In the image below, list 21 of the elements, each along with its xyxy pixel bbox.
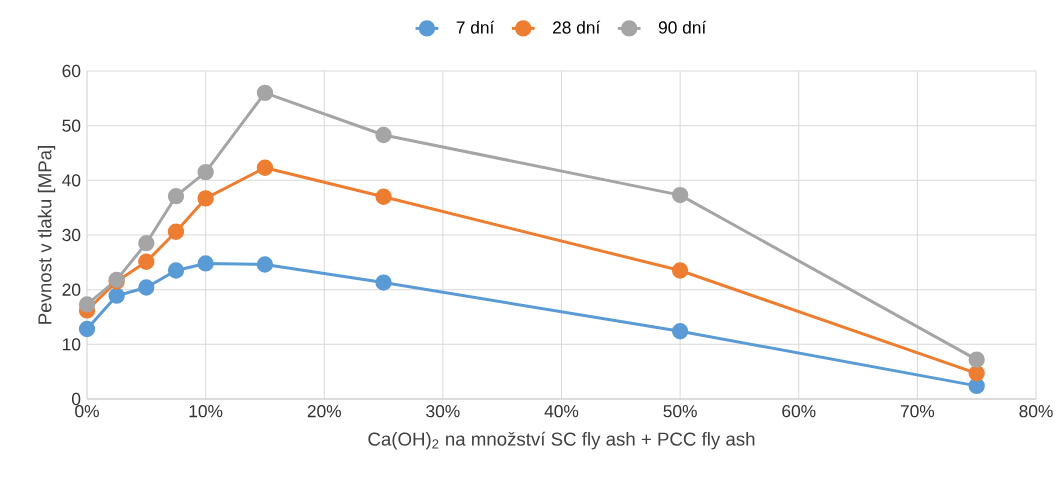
x-tick-label: 70% [900, 405, 935, 418]
x-tick-label: 80% [1019, 405, 1053, 418]
x-tick-label: 0% [75, 405, 99, 418]
y-tick-label: 20 [62, 283, 81, 296]
legend-label: 7 dní [456, 20, 495, 34]
legend-label: 90 dní [658, 20, 707, 34]
y-tick-label: 30 [62, 228, 81, 242]
y-tick-label: 40 [62, 174, 81, 187]
x-tick-label: 40% [544, 405, 579, 418]
legend-label: 28 dní [553, 20, 601, 34]
y-tick-label: 50 [62, 119, 81, 132]
y-tick-label: 60 [62, 64, 81, 78]
x-tick-label: 30% [426, 405, 460, 418]
x-tick-label: 50% [663, 405, 697, 418]
y-axis-title: Pevnost v tlaku [MPa] [37, 146, 56, 324]
x-tick-label: 10% [189, 405, 223, 418]
x-axis-title: Ca(OH)$_{2}$ na množství SC fly ash + PCC fly ash [368, 431, 755, 450]
x-tick-label: 20% [307, 405, 341, 418]
x-tick-label: 60% [782, 405, 816, 418]
y-tick-label: 0 [71, 392, 81, 406]
y-tick-label: 10 [63, 338, 81, 351]
